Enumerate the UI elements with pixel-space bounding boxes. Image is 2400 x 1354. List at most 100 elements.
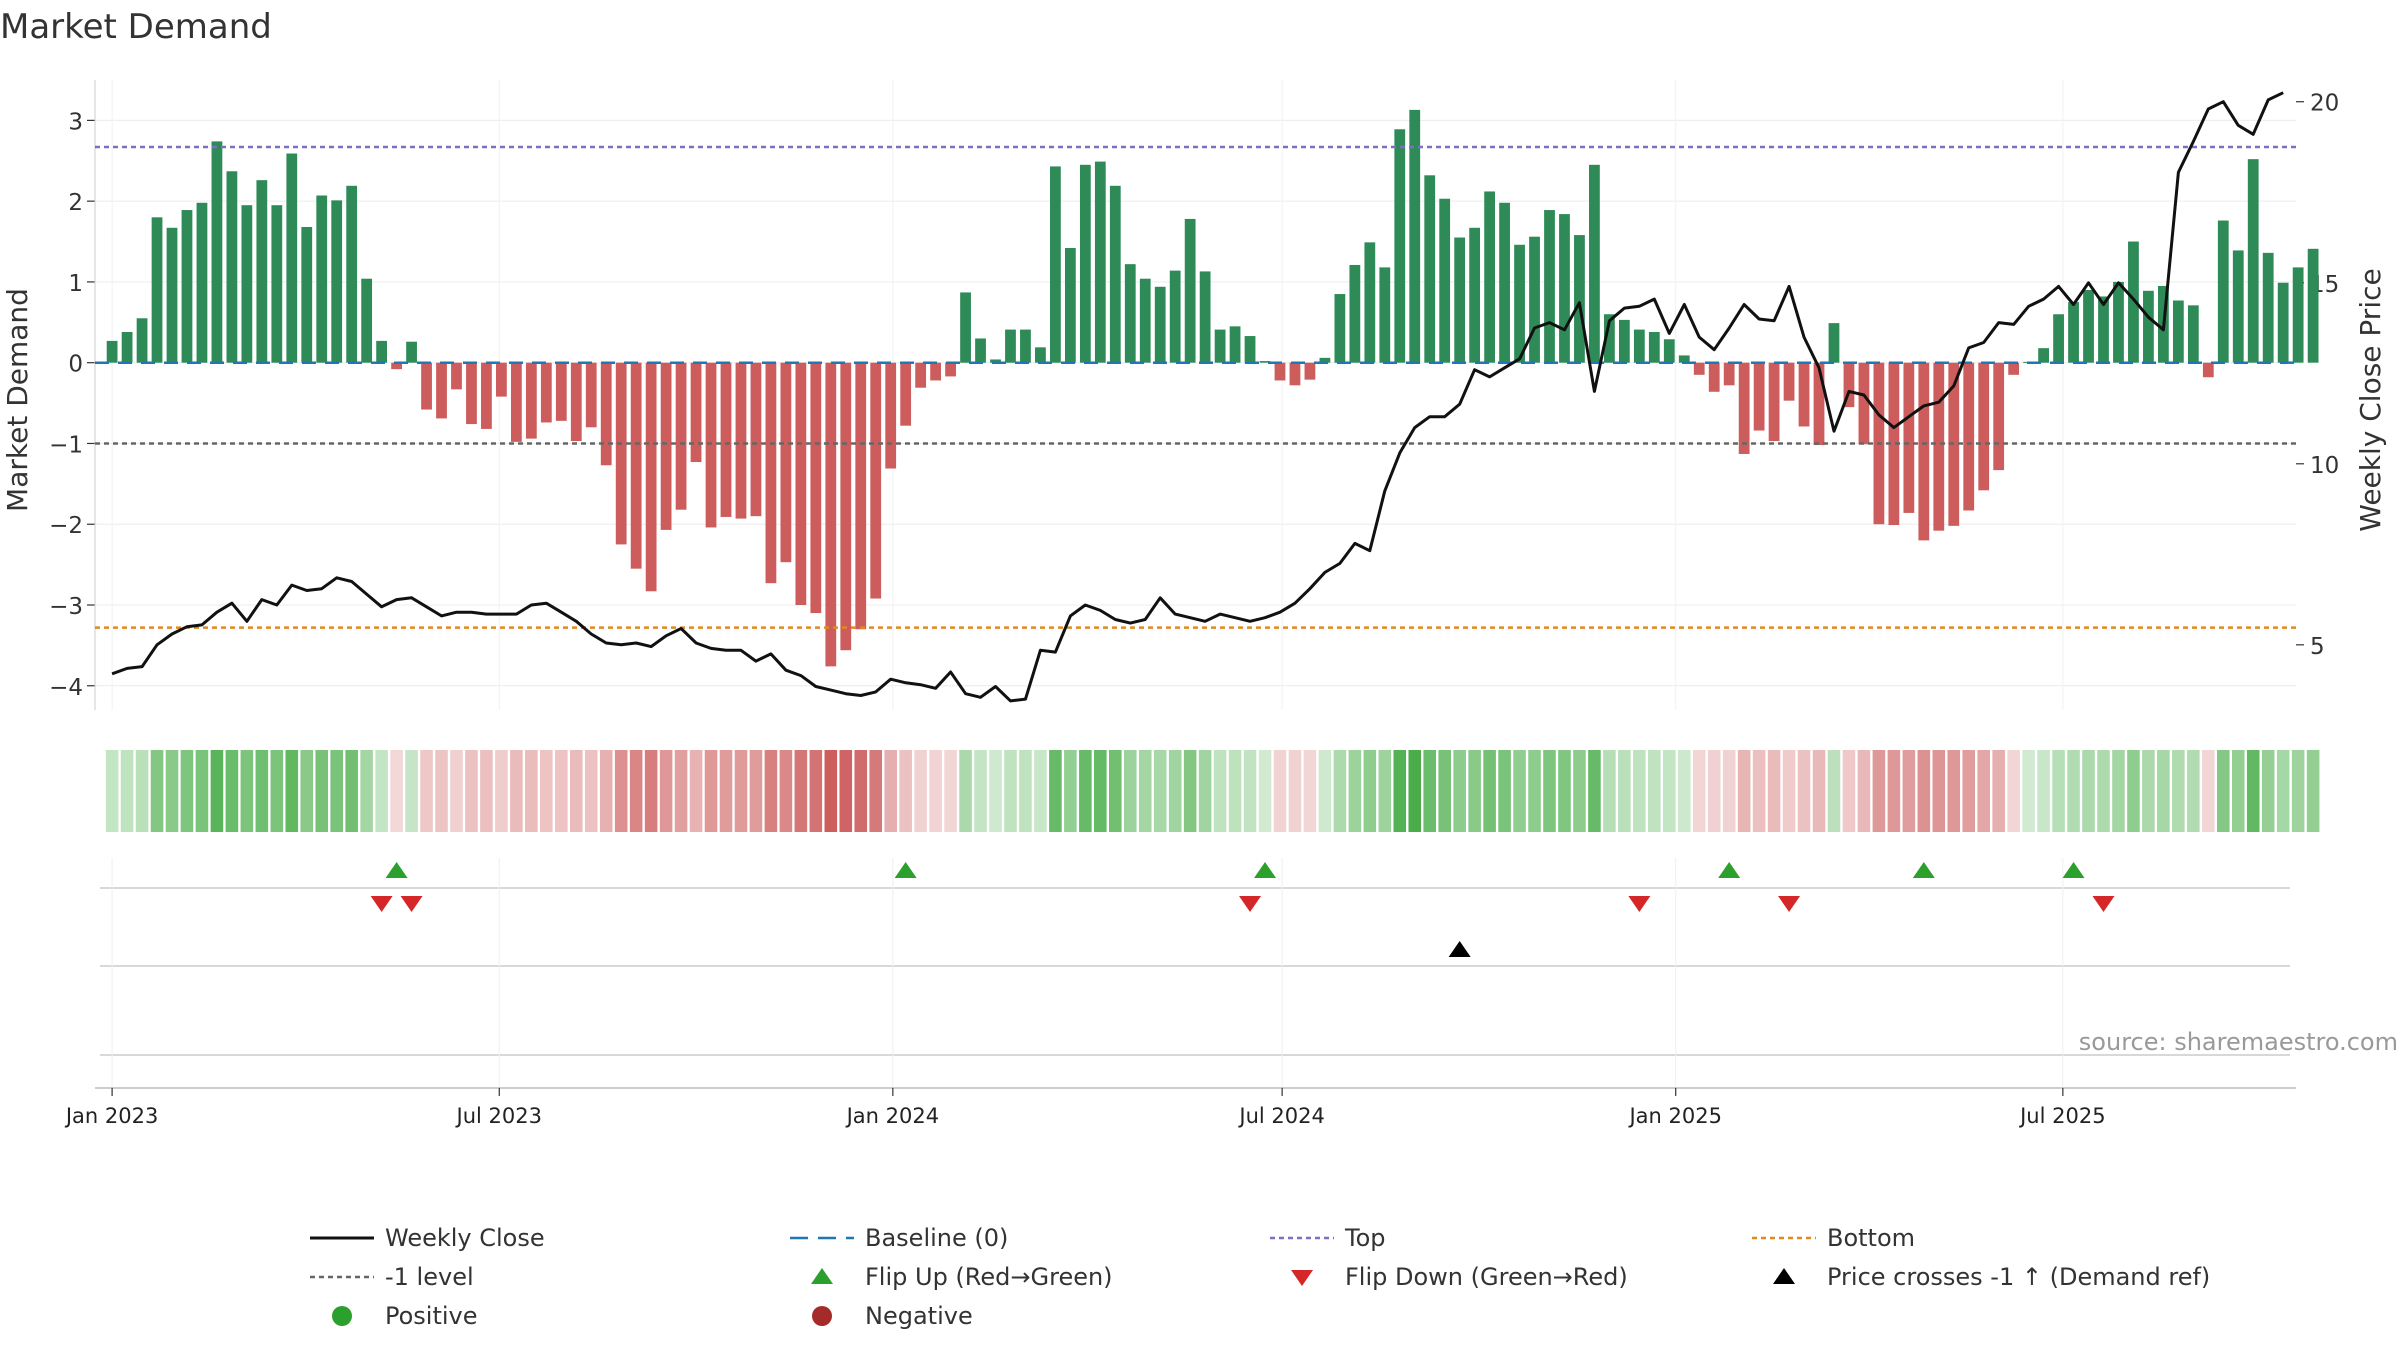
- heat-strip-cell: [2291, 750, 2305, 832]
- heat-strip-cell: [1573, 750, 1586, 832]
- flip-up-marker: [1912, 862, 1935, 878]
- demand-bar-negative: [825, 362, 837, 667]
- demand-bar-negative: [705, 362, 717, 528]
- demand-bar-positive: [196, 202, 208, 363]
- heat-strip-cell: [285, 750, 299, 832]
- demand-bar-positive: [121, 332, 133, 363]
- heat-strip-cell: [2276, 750, 2290, 832]
- demand-bar-positive: [1589, 164, 1600, 363]
- demand-bar-positive: [1469, 227, 1481, 363]
- heat-strip-cell: [1677, 750, 1691, 832]
- legend-item-top: Top: [1270, 1224, 1386, 1252]
- demand-bar-positive: [1094, 161, 1106, 363]
- y-axis-label-left: Market Demand: [1, 288, 34, 512]
- demand-bar-positive: [226, 171, 238, 363]
- heat-strip-cell: [2037, 750, 2050, 832]
- flip-up-marker: [1254, 862, 1277, 878]
- demand-bar-positive: [1199, 271, 1211, 363]
- demand-bar-negative: [1289, 362, 1301, 386]
- heat-strip-cell: [1438, 750, 1451, 832]
- demand-bar-positive: [1124, 264, 1136, 363]
- chart-title: Market Demand: [0, 7, 272, 47]
- flip-down-marker: [1778, 896, 1801, 912]
- flip-up-marker: [1718, 862, 1741, 878]
- demand-bar-negative: [930, 362, 942, 381]
- legend-label: Negative: [865, 1302, 973, 1330]
- heat-strip-cell: [465, 750, 478, 832]
- demand-bar-positive: [1079, 164, 1091, 363]
- heat-strip-cell: [255, 750, 269, 832]
- heat-strip-cell: [1932, 750, 1946, 832]
- heat-strip-cell: [1243, 750, 1257, 832]
- heat-strip-cell: [1019, 750, 1032, 832]
- legend-item-negative: Negative: [812, 1302, 973, 1330]
- demand-bar-positive: [1394, 129, 1406, 363]
- heat-strip-cell: [405, 750, 418, 832]
- demand-bar-positive: [361, 278, 373, 363]
- demand-bar-positive: [301, 227, 313, 363]
- demand-bar-positive: [1214, 329, 1226, 363]
- heat-strip-cell: [1333, 750, 1347, 832]
- demand-bar-negative: [675, 362, 687, 510]
- heat-strip-cell: [1498, 750, 1511, 832]
- demand-bar-negative: [1798, 362, 1810, 427]
- demand-bar-positive: [136, 318, 148, 363]
- heat-strip-cell: [450, 750, 463, 832]
- legend-label: Weekly Close: [385, 1224, 545, 1252]
- heat-strip-cell: [854, 750, 868, 832]
- demand-bar-negative: [900, 362, 912, 426]
- demand-bar-positive: [151, 217, 163, 363]
- heat-strip-cell: [1917, 750, 1931, 832]
- y-tick-label: −4: [49, 675, 83, 701]
- heat-strip-cell: [1872, 750, 1886, 832]
- demand-bar-positive: [1259, 361, 1271, 363]
- demand-bar-negative: [1963, 362, 1975, 511]
- demand-bar-positive: [1439, 198, 1451, 363]
- demand-bar-positive: [1618, 319, 1630, 363]
- demand-bar-positive: [2128, 241, 2139, 363]
- legend-swatch-triangle-down: [1291, 1270, 1313, 1286]
- heat-strip-cell: [614, 750, 628, 832]
- heat-strip-cell: [1423, 750, 1437, 832]
- heat-strip-cell: [270, 750, 284, 832]
- heat-strip-cell: [914, 750, 927, 832]
- y-right-tick-label: 10: [2310, 453, 2339, 479]
- heat-strip-cell: [1947, 750, 1961, 832]
- heat-strip-cell: [2112, 750, 2125, 832]
- demand-bar-positive: [1574, 235, 1585, 363]
- heat-strip-cell: [1737, 750, 1751, 832]
- demand-bar-positive: [2292, 267, 2304, 363]
- heat-strip-cell: [1213, 750, 1227, 832]
- demand-bar-positive: [1499, 202, 1510, 363]
- demand-bar-negative: [1708, 362, 1720, 392]
- legend-item-positive: Positive: [332, 1302, 478, 1330]
- demand-bar-negative: [481, 362, 492, 429]
- demand-bar-negative: [1903, 362, 1915, 513]
- heat-strip-cell: [1558, 750, 1571, 832]
- heat-strip-cell: [1393, 750, 1407, 832]
- demand-bar-positive: [1633, 329, 1645, 363]
- heat-strip-cell: [330, 750, 343, 832]
- demand-bar-positive: [331, 200, 343, 363]
- demand-bar-positive: [211, 141, 223, 363]
- heat-strip-cell: [869, 750, 883, 832]
- y-tick-label: 3: [68, 109, 83, 135]
- heat-strip-cell: [1588, 750, 1601, 832]
- heat-strip-cell: [899, 750, 912, 832]
- demand-bar-negative: [391, 362, 402, 370]
- y-right-tick-label: 5: [2310, 634, 2325, 660]
- demand-bar-positive: [1334, 294, 1346, 363]
- heat-strip-cell: [1288, 750, 1302, 832]
- heat-strip-cell: [2216, 750, 2230, 832]
- heat-strip-cell: [674, 750, 688, 832]
- demand-bar-negative: [615, 362, 627, 545]
- demand-bar-positive: [2083, 290, 2094, 363]
- demand-bar-negative: [1993, 362, 2005, 471]
- heat-strip-cell: [1528, 750, 1541, 832]
- demand-bar-positive: [1544, 210, 1555, 363]
- heat-strip-cell: [150, 750, 164, 832]
- legend-item-price-cross: Price crosses -1 ↑ (Demand ref): [1773, 1263, 2210, 1291]
- heat-strip-cell: [644, 750, 658, 832]
- demand-bar-negative: [2202, 362, 2214, 378]
- demand-bar-negative: [855, 362, 867, 630]
